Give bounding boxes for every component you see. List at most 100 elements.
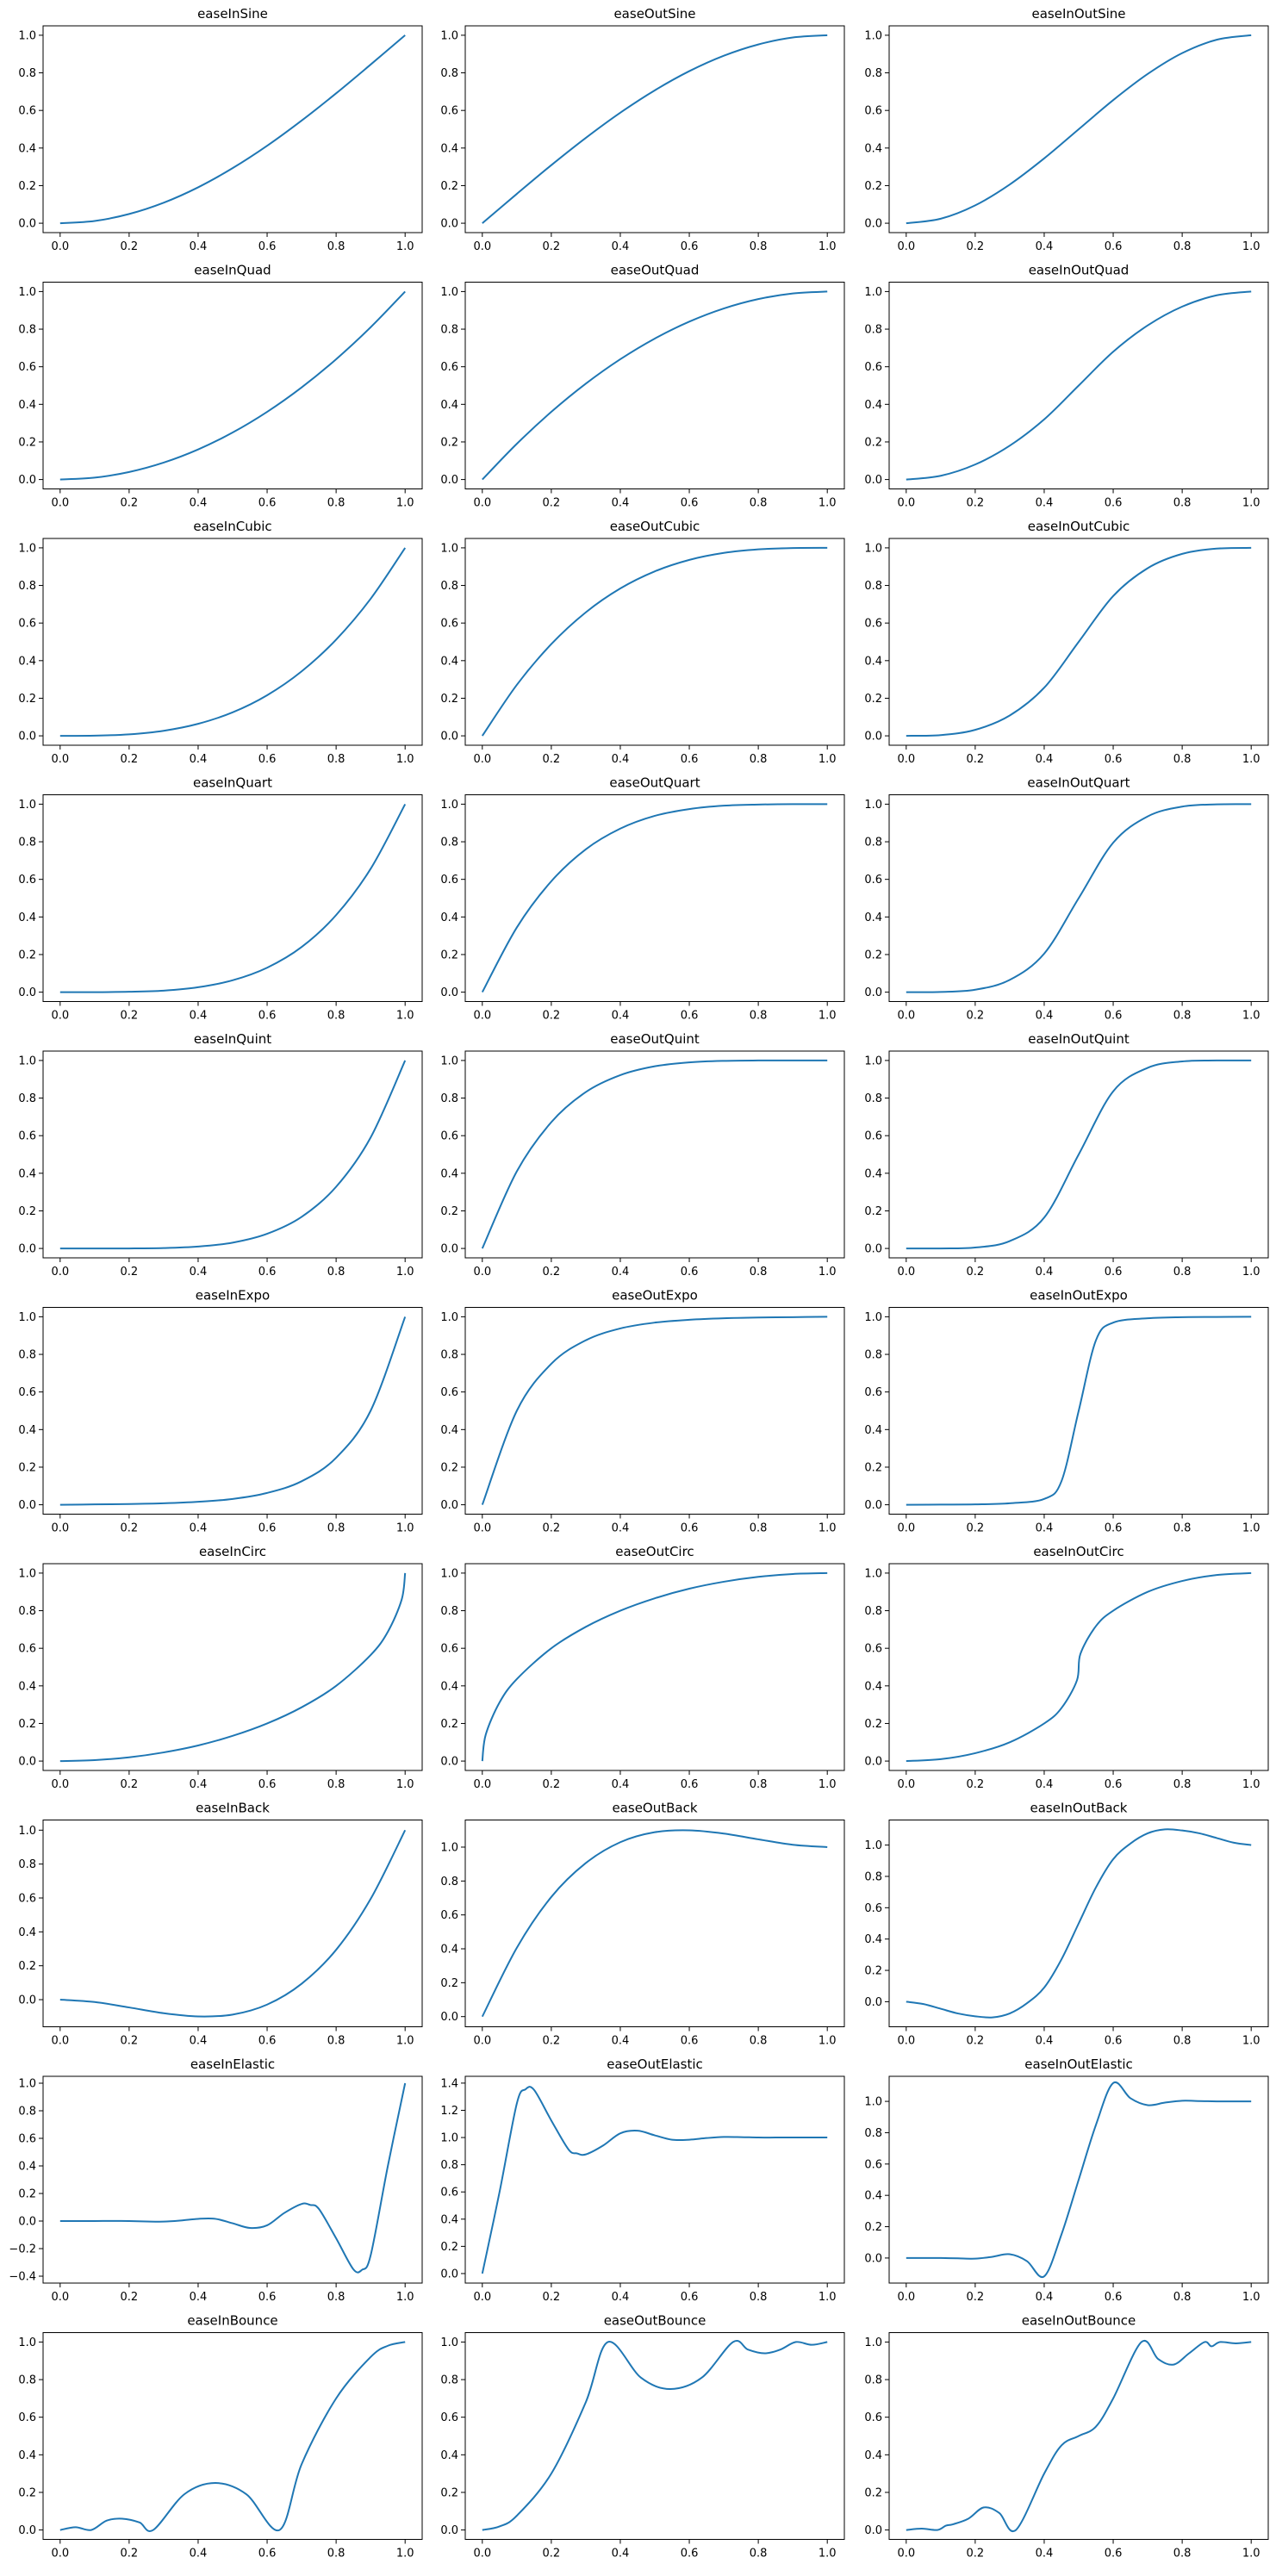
x-tick-label: 0.0 bbox=[473, 1778, 491, 1791]
y-tick-label: 0.0 bbox=[440, 986, 458, 999]
y-tick-label: 1.0 bbox=[864, 1055, 882, 1067]
subplot-title: easeInOutExpo bbox=[1030, 1288, 1128, 1304]
x-tick-label: 0.8 bbox=[750, 753, 768, 766]
y-tick-label: 1.0 bbox=[440, 1841, 458, 1854]
y-tick-label: 0.6 bbox=[864, 2411, 882, 2424]
y-tick-label: 0.8 bbox=[18, 837, 36, 849]
x-tick-label: 0.0 bbox=[897, 1778, 915, 1791]
x-tick-label: 0.8 bbox=[1173, 1522, 1192, 1535]
x-tick-label: 0.2 bbox=[967, 2035, 985, 2048]
x-tick-label: 0.0 bbox=[897, 497, 915, 510]
x-tick-label: 0.0 bbox=[473, 240, 491, 253]
y-tick-label: 0.0 bbox=[18, 218, 36, 231]
x-tick-label: 0.6 bbox=[258, 1778, 277, 1791]
y-tick-label: 0.6 bbox=[18, 361, 36, 374]
x-tick-label: 0.2 bbox=[543, 2548, 561, 2560]
y-tick-label: 1.0 bbox=[440, 1567, 458, 1580]
y-tick-label: 0.0 bbox=[864, 1243, 882, 1256]
x-tick-label: 0.8 bbox=[327, 2548, 345, 2560]
y-tick-label: 0.0 bbox=[864, 731, 882, 744]
x-tick-label: 0.0 bbox=[897, 1522, 915, 1535]
subplot-title: easeInBounce bbox=[187, 2313, 277, 2329]
x-tick-label: 0.2 bbox=[967, 497, 985, 510]
x-tick-label: 0.6 bbox=[1105, 1522, 1123, 1535]
x-tick-label: 0.0 bbox=[473, 1010, 491, 1023]
y-tick-label: 0.2 bbox=[864, 1718, 882, 1731]
x-tick-label: 0.2 bbox=[121, 240, 139, 253]
y-tick-label: 0.6 bbox=[864, 1130, 882, 1143]
axes-frame bbox=[464, 1050, 845, 1259]
x-tick-label: 0.4 bbox=[1036, 1778, 1054, 1791]
series-line bbox=[906, 1059, 1252, 1250]
x-tick-label: 1.0 bbox=[819, 2548, 837, 2560]
subplot-easeOutQuart: easeOutQuart 0.0 0.2 0.4 0.6 0.8 1.0 0.0 0.2 0.4 0… bbox=[440, 775, 845, 1023]
series-line bbox=[481, 803, 828, 993]
x-tick-label: 1.0 bbox=[396, 1266, 414, 1279]
subplot-easeInOutExpo: easeInOutExpo 0.0 0.2 0.4 0.6 0.8 1.0 0.0 0.2 0.4… bbox=[864, 1288, 1269, 1535]
subplot-easeOutBounce: easeOutBounce 0.0 0.2 0.4 0.6 0.8 1.0 0.0 0.2 0.4… bbox=[440, 2313, 845, 2560]
y-tick-label: 1.0 bbox=[864, 542, 882, 555]
subplot-easeInOutBack: easeInOutBack 0.0 0.2 0.4 0.6 0.8 1.0 0.0 0.2 0.4… bbox=[864, 1801, 1269, 2048]
y-tick-label: 0.6 bbox=[440, 874, 458, 887]
y-tick-label: 0.6 bbox=[864, 1386, 882, 1399]
y-tick-label: 0.2 bbox=[18, 1960, 36, 1973]
y-tick-label: 0.8 bbox=[18, 1092, 36, 1105]
subplot-title: easeInExpo bbox=[196, 1288, 270, 1304]
axes-frame bbox=[888, 1820, 1269, 2027]
series-line bbox=[906, 1571, 1252, 1763]
y-tick-label: 0.2 bbox=[440, 180, 458, 193]
x-tick-label: 0.0 bbox=[897, 2548, 915, 2560]
y-tick-label: 0.8 bbox=[18, 580, 36, 593]
y-tick-label: 0.0 bbox=[18, 731, 36, 744]
series-line bbox=[59, 1060, 407, 1250]
y-tick-label: 0.4 bbox=[18, 399, 36, 412]
x-tick-label: 0.8 bbox=[750, 1010, 768, 1023]
x-tick-label: 0.4 bbox=[190, 2035, 208, 2048]
x-tick-label: 0.0 bbox=[51, 240, 69, 253]
y-tick-label: 0.2 bbox=[864, 1205, 882, 1218]
y-tick-label: 1.2 bbox=[440, 2105, 458, 2118]
y-tick-label: 1.0 bbox=[440, 542, 458, 555]
y-tick-label: 0.0 bbox=[864, 2252, 882, 2265]
y-tick-label: 1.0 bbox=[18, 1311, 36, 1324]
x-tick-label: 0.8 bbox=[1173, 2035, 1192, 2048]
y-tick-label: 0.6 bbox=[440, 1909, 458, 1922]
x-tick-label: 0.2 bbox=[543, 497, 561, 510]
y-tick-label: −0.4 bbox=[9, 2271, 36, 2284]
subplot-easeOutQuint: easeOutQuint 0.0 0.2 0.4 0.6 0.8 1.0 0.0 0.2 0.4 0… bbox=[440, 1031, 845, 1279]
subplot-title: easeInOutBack bbox=[1030, 1801, 1127, 1816]
y-tick-label: 0.6 bbox=[18, 1386, 36, 1399]
axes-frame bbox=[888, 2332, 1269, 2540]
x-tick-label: 0.4 bbox=[612, 753, 630, 766]
subplot-easeInBack: easeInBack 0.0 0.2 0.4 0.6 0.8 1.0 0.0 0.2 0.4 0.6… bbox=[18, 1801, 423, 2048]
y-tick-label: 1.0 bbox=[18, 2078, 36, 2091]
series-line bbox=[906, 290, 1252, 481]
y-tick-label: 0.6 bbox=[18, 1892, 36, 1905]
x-tick-label: 0.8 bbox=[750, 2291, 768, 2304]
y-tick-label: 0.8 bbox=[864, 1092, 882, 1105]
y-tick-label: 0.0 bbox=[18, 2216, 36, 2229]
y-tick-label: 0.8 bbox=[440, 2374, 458, 2387]
series-line bbox=[482, 290, 828, 481]
y-tick-label: 0.6 bbox=[18, 1130, 36, 1143]
x-tick-label: 0.8 bbox=[750, 1778, 768, 1791]
y-tick-label: 1.0 bbox=[18, 1055, 36, 1067]
subplot-title: easeInOutElastic bbox=[1024, 2056, 1133, 2072]
subplot-title: easeOutCirc bbox=[615, 1544, 694, 1559]
x-tick-label: 0.0 bbox=[51, 2548, 69, 2560]
y-tick-label: 0.2 bbox=[440, 1718, 458, 1731]
x-tick-label: 0.0 bbox=[897, 1266, 915, 1279]
y-tick-label: 0.2 bbox=[864, 693, 882, 706]
x-tick-label: 0.6 bbox=[258, 1522, 277, 1535]
y-tick-label: 0.8 bbox=[440, 67, 458, 80]
y-tick-label: 0.6 bbox=[18, 2133, 36, 2146]
x-tick-label: 0.4 bbox=[190, 753, 208, 766]
x-tick-label: 0.4 bbox=[190, 1522, 208, 1535]
y-tick-label: 0.0 bbox=[440, 1756, 458, 1769]
y-tick-label: 0.0 bbox=[864, 218, 882, 231]
y-tick-label: 0.2 bbox=[18, 436, 36, 449]
y-tick-label: −0.2 bbox=[9, 2243, 36, 2256]
y-tick-label: 0.8 bbox=[18, 1858, 36, 1871]
y-tick-label: 0.0 bbox=[864, 2524, 882, 2537]
x-tick-label: 0.8 bbox=[1173, 1266, 1192, 1279]
